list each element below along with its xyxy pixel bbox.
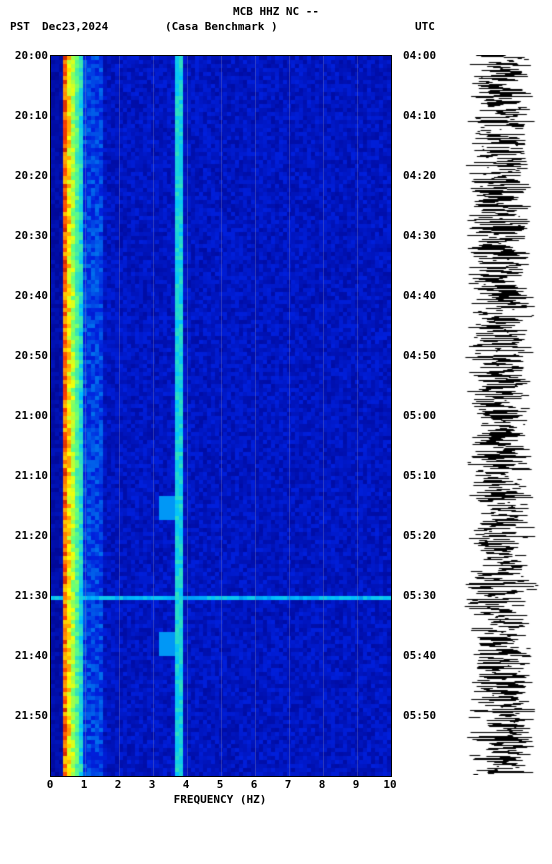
ytick-left: 21:30 [0,589,48,602]
utc-tz-label: UTC [415,20,435,33]
waveform-canvas [460,55,540,775]
ytick-right: 05:50 [403,709,436,722]
ytick-right: 05:20 [403,529,436,542]
xtick: 8 [319,778,326,791]
ytick-right: 04:50 [403,349,436,362]
xtick: 1 [81,778,88,791]
xtick: 2 [115,778,122,791]
ytick-left: 20:40 [0,289,48,302]
xtick: 0 [47,778,54,791]
ytick-left: 20:00 [0,49,48,62]
ytick-right: 05:00 [403,409,436,422]
gridline [221,56,222,776]
gridline [255,56,256,776]
ytick-left: 21:50 [0,709,48,722]
ytick-right: 05:40 [403,649,436,662]
ytick-left: 21:40 [0,649,48,662]
xtick: 5 [217,778,224,791]
ytick-left: 20:50 [0,349,48,362]
gridline [119,56,120,776]
gridline [153,56,154,776]
y-axis-right-utc: 04:0004:1004:2004:3004:4004:5005:0005:10… [395,55,450,775]
ytick-left: 20:30 [0,229,48,242]
ytick-left: 20:10 [0,109,48,122]
gridline [187,56,188,776]
ytick-right: 04:40 [403,289,436,302]
waveform-panel [460,55,540,775]
ytick-left: 21:00 [0,409,48,422]
title-line1: MCB HHZ NC -- [0,5,552,18]
xtick: 4 [183,778,190,791]
xtick: 6 [251,778,258,791]
gridline [85,56,86,776]
x-axis-label: FREQUENCY (HZ) [50,793,390,806]
station-label: (Casa Benchmark ) [165,20,278,33]
xtick: 10 [383,778,396,791]
gridline [323,56,324,776]
xtick: 7 [285,778,292,791]
ytick-right: 04:00 [403,49,436,62]
ytick-left: 20:20 [0,169,48,182]
ytick-left: 21:10 [0,469,48,482]
y-axis-left-pst: 20:0020:1020:2020:3020:4020:5021:0021:10… [0,55,48,775]
ytick-right: 05:30 [403,589,436,602]
ytick-right: 05:10 [403,469,436,482]
spectrogram-panel [50,55,392,777]
pst-tz-label: PST [10,20,30,33]
gridline [357,56,358,776]
xtick: 9 [353,778,360,791]
date-label: Dec23,2024 [42,20,108,33]
xtick: 3 [149,778,156,791]
ytick-right: 04:10 [403,109,436,122]
ytick-right: 04:30 [403,229,436,242]
gridline [289,56,290,776]
ytick-right: 04:20 [403,169,436,182]
ytick-left: 21:20 [0,529,48,542]
